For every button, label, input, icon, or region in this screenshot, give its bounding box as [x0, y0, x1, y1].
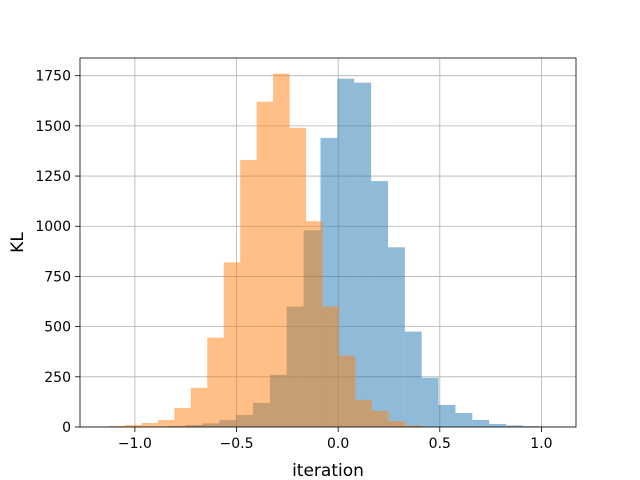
histogram-bar — [438, 404, 456, 427]
histogram-bar — [190, 387, 208, 427]
y-axis-label: KL — [8, 232, 28, 253]
y-tick-label: 750 — [44, 269, 71, 285]
histogram-bar — [124, 424, 142, 427]
histogram-bar — [338, 355, 356, 427]
histogram-bar — [522, 426, 540, 427]
histogram-bar — [355, 399, 372, 427]
x-tick-label: 0.5 — [429, 436, 451, 452]
histogram-bar — [273, 73, 290, 427]
histogram-bar — [404, 425, 422, 427]
histogram-bar — [404, 331, 422, 427]
histogram-bar — [388, 420, 405, 427]
histogram-bar — [223, 262, 241, 427]
histogram-bar — [289, 127, 307, 427]
histogram-bar — [354, 82, 372, 427]
plot-frame — [79, 57, 577, 428]
y-tick-label: 500 — [44, 320, 71, 336]
y-tick-label: 1500 — [35, 119, 71, 135]
histogram-bar — [174, 407, 191, 427]
histogram-bar — [256, 101, 274, 427]
histogram-bar — [489, 423, 507, 427]
histogram-bars — [108, 73, 557, 428]
histogram-bar — [506, 425, 523, 427]
x-tick-label: 0.0 — [327, 436, 349, 452]
histogram-bar — [371, 410, 389, 427]
histogram-bar — [322, 306, 339, 427]
series-2-bars — [108, 73, 422, 427]
x-tick-label: −0.5 — [220, 436, 254, 452]
x-axis-label: iteration — [292, 461, 364, 480]
histogram-bar — [306, 221, 323, 427]
histogram-bar — [371, 181, 388, 427]
histogram-bar — [337, 78, 355, 427]
y-tick-label: 1250 — [35, 169, 71, 185]
x-tick-label: 1.0 — [530, 436, 552, 452]
histogram-bar — [157, 419, 175, 427]
histogram-bar — [421, 377, 439, 427]
histogram-bar — [108, 425, 125, 427]
histogram-bar — [207, 337, 224, 427]
x-tick-label: −1.0 — [118, 436, 152, 452]
histogram-bar — [240, 159, 257, 427]
histogram-bar — [455, 412, 473, 427]
y-tick-label: 1000 — [35, 219, 71, 235]
histogram-bar — [387, 247, 405, 427]
y-tick-label: 0 — [62, 420, 71, 436]
axis-ticks: −1.0 −0.5 0.0 0.5 1.0 0 250 500 750 1000 1250 1500 1… — [35, 69, 552, 452]
y-tick-label: 250 — [44, 370, 71, 386]
histogram-bar — [472, 419, 490, 427]
y-tick-label: 1750 — [35, 69, 71, 85]
histogram-bar — [141, 422, 158, 427]
